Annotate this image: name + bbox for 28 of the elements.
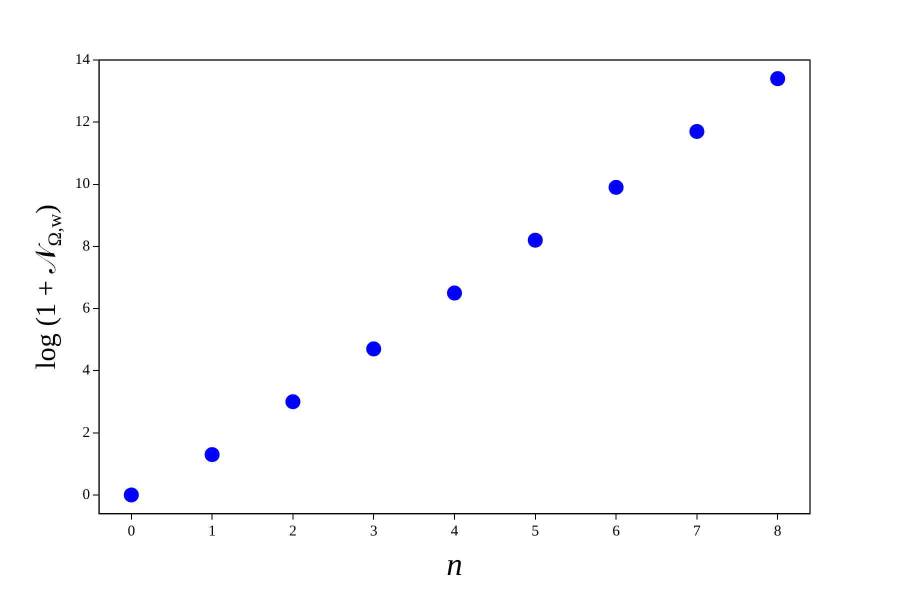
- y-axis-title: log (1 + 𝒩Ω,w): [31, 204, 66, 370]
- x-tick-label: 5: [532, 524, 540, 540]
- point: [528, 232, 543, 248]
- x-tick-label: 2: [289, 524, 297, 540]
- y-tick-label: 10: [75, 176, 90, 192]
- point: [770, 71, 786, 86]
- y-tick-label: 2: [82, 424, 90, 441]
- point: [608, 180, 624, 195]
- y-tick-label: 12: [75, 114, 90, 130]
- y-tick-label: 0: [82, 486, 90, 503]
- point: [285, 394, 300, 410]
- x-tick-label: 6: [612, 524, 620, 540]
- y-tick-label: 14: [75, 52, 90, 68]
- x-axis-title: n: [446, 546, 462, 582]
- point: [124, 487, 139, 502]
- y-tick-label: 4: [82, 362, 90, 379]
- x-tick-label: 7: [693, 524, 702, 540]
- x-tick-label: 3: [370, 524, 378, 540]
- point: [689, 124, 704, 139]
- point: [366, 341, 382, 356]
- y-tick-label: 8: [82, 238, 90, 254]
- x-tick-label: 1: [208, 524, 216, 540]
- x-tick-label: 0: [128, 524, 136, 540]
- point: [204, 447, 220, 462]
- point: [447, 286, 462, 301]
- x-tick-label: 4: [450, 524, 459, 540]
- y-tick-label: 6: [82, 300, 90, 316]
- x-tick-label: 8: [774, 524, 782, 540]
